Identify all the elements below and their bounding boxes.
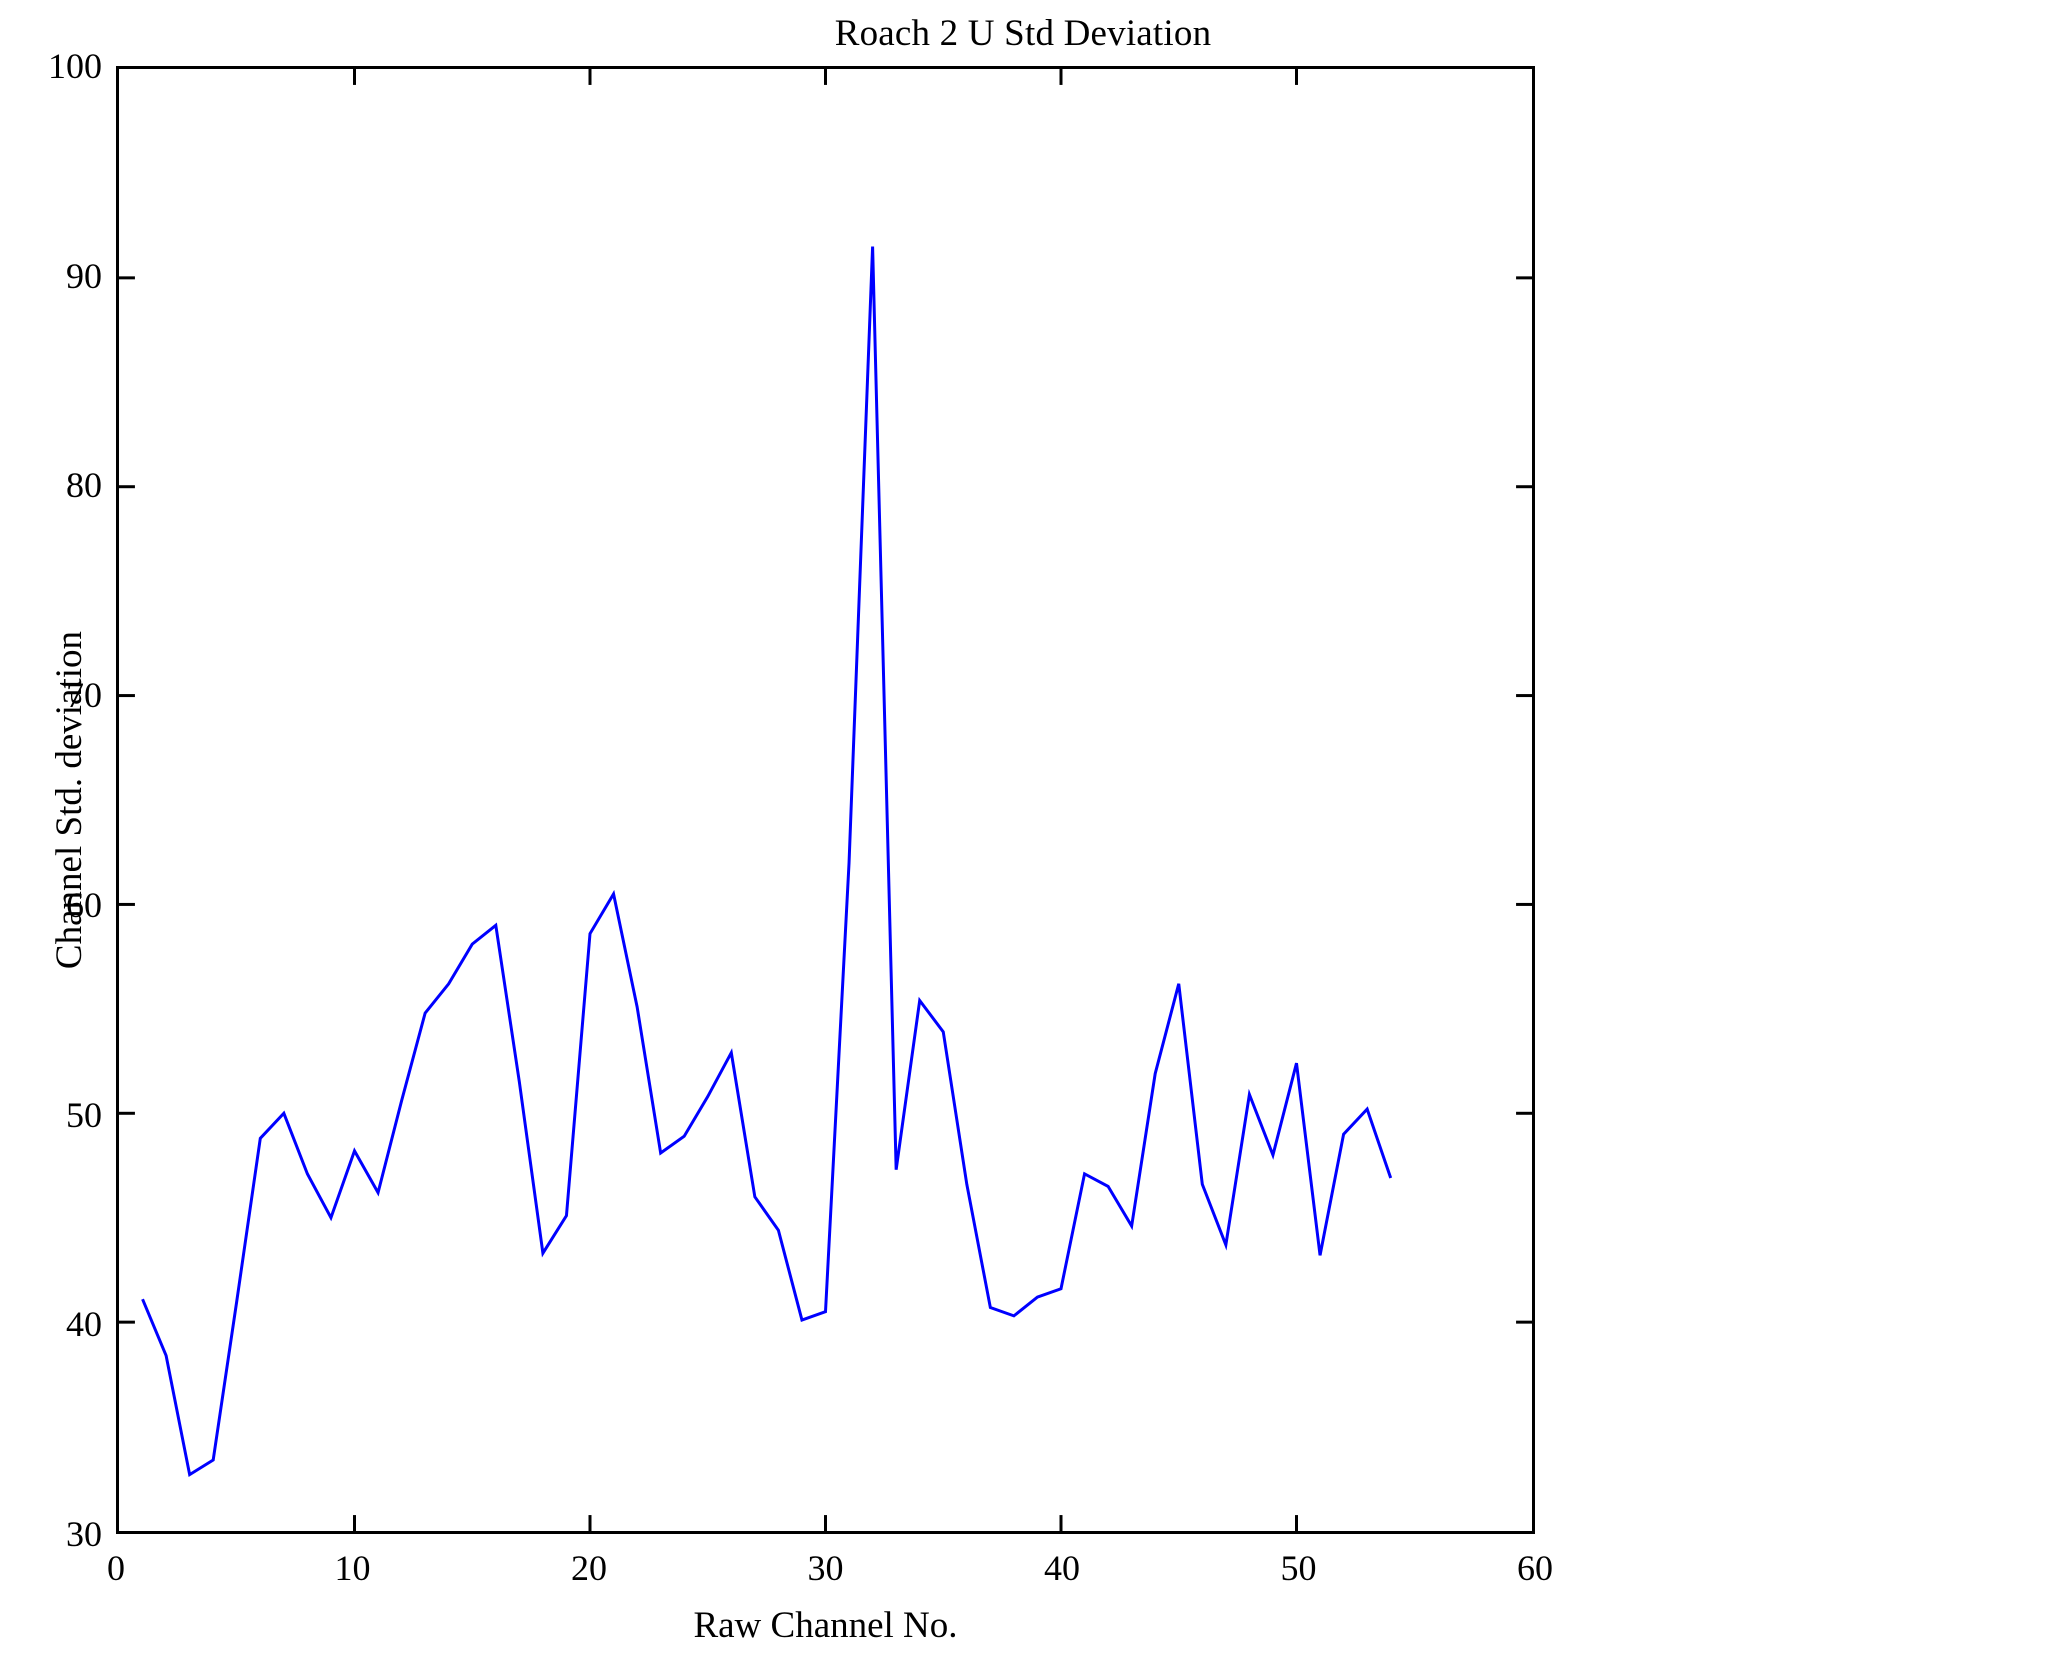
y-tick-label: 30	[66, 1514, 102, 1554]
y-tick-label: 100	[48, 46, 102, 86]
y-tick-label: 90	[66, 255, 102, 296]
x-axis-label: Raw Channel No.	[693, 1605, 958, 1646]
axis-tick-marks	[119, 69, 1532, 1531]
x-tick-label: 30	[807, 1548, 844, 1588]
y-axis-label: Channel Std. deviation	[49, 630, 90, 970]
x-tick-label: 10	[334, 1548, 371, 1588]
y-tick-label: 50	[66, 1094, 102, 1135]
y-tick-label: 70	[66, 675, 102, 716]
data-series-line	[141, 246, 1393, 1478]
y-axis-tick-labels: 30 40 50 60 70 80 90 100	[0, 0, 102, 1671]
x-tick-label: 0	[107, 1548, 125, 1588]
data-line-svg	[119, 69, 1532, 1531]
x-tick-label: 60	[1517, 1548, 1553, 1588]
y-tick-label: 80	[66, 465, 102, 506]
x-tick-label: 40	[1044, 1548, 1080, 1588]
y-tick-label: 40	[66, 1304, 102, 1345]
x-tick-label: 50	[1280, 1548, 1317, 1588]
y-tick-label: 60	[66, 884, 102, 925]
x-tick-label: 20	[571, 1548, 607, 1588]
plot-area	[116, 66, 1535, 1534]
chart-title: Roach 2 U Std Deviation	[834, 13, 1212, 54]
